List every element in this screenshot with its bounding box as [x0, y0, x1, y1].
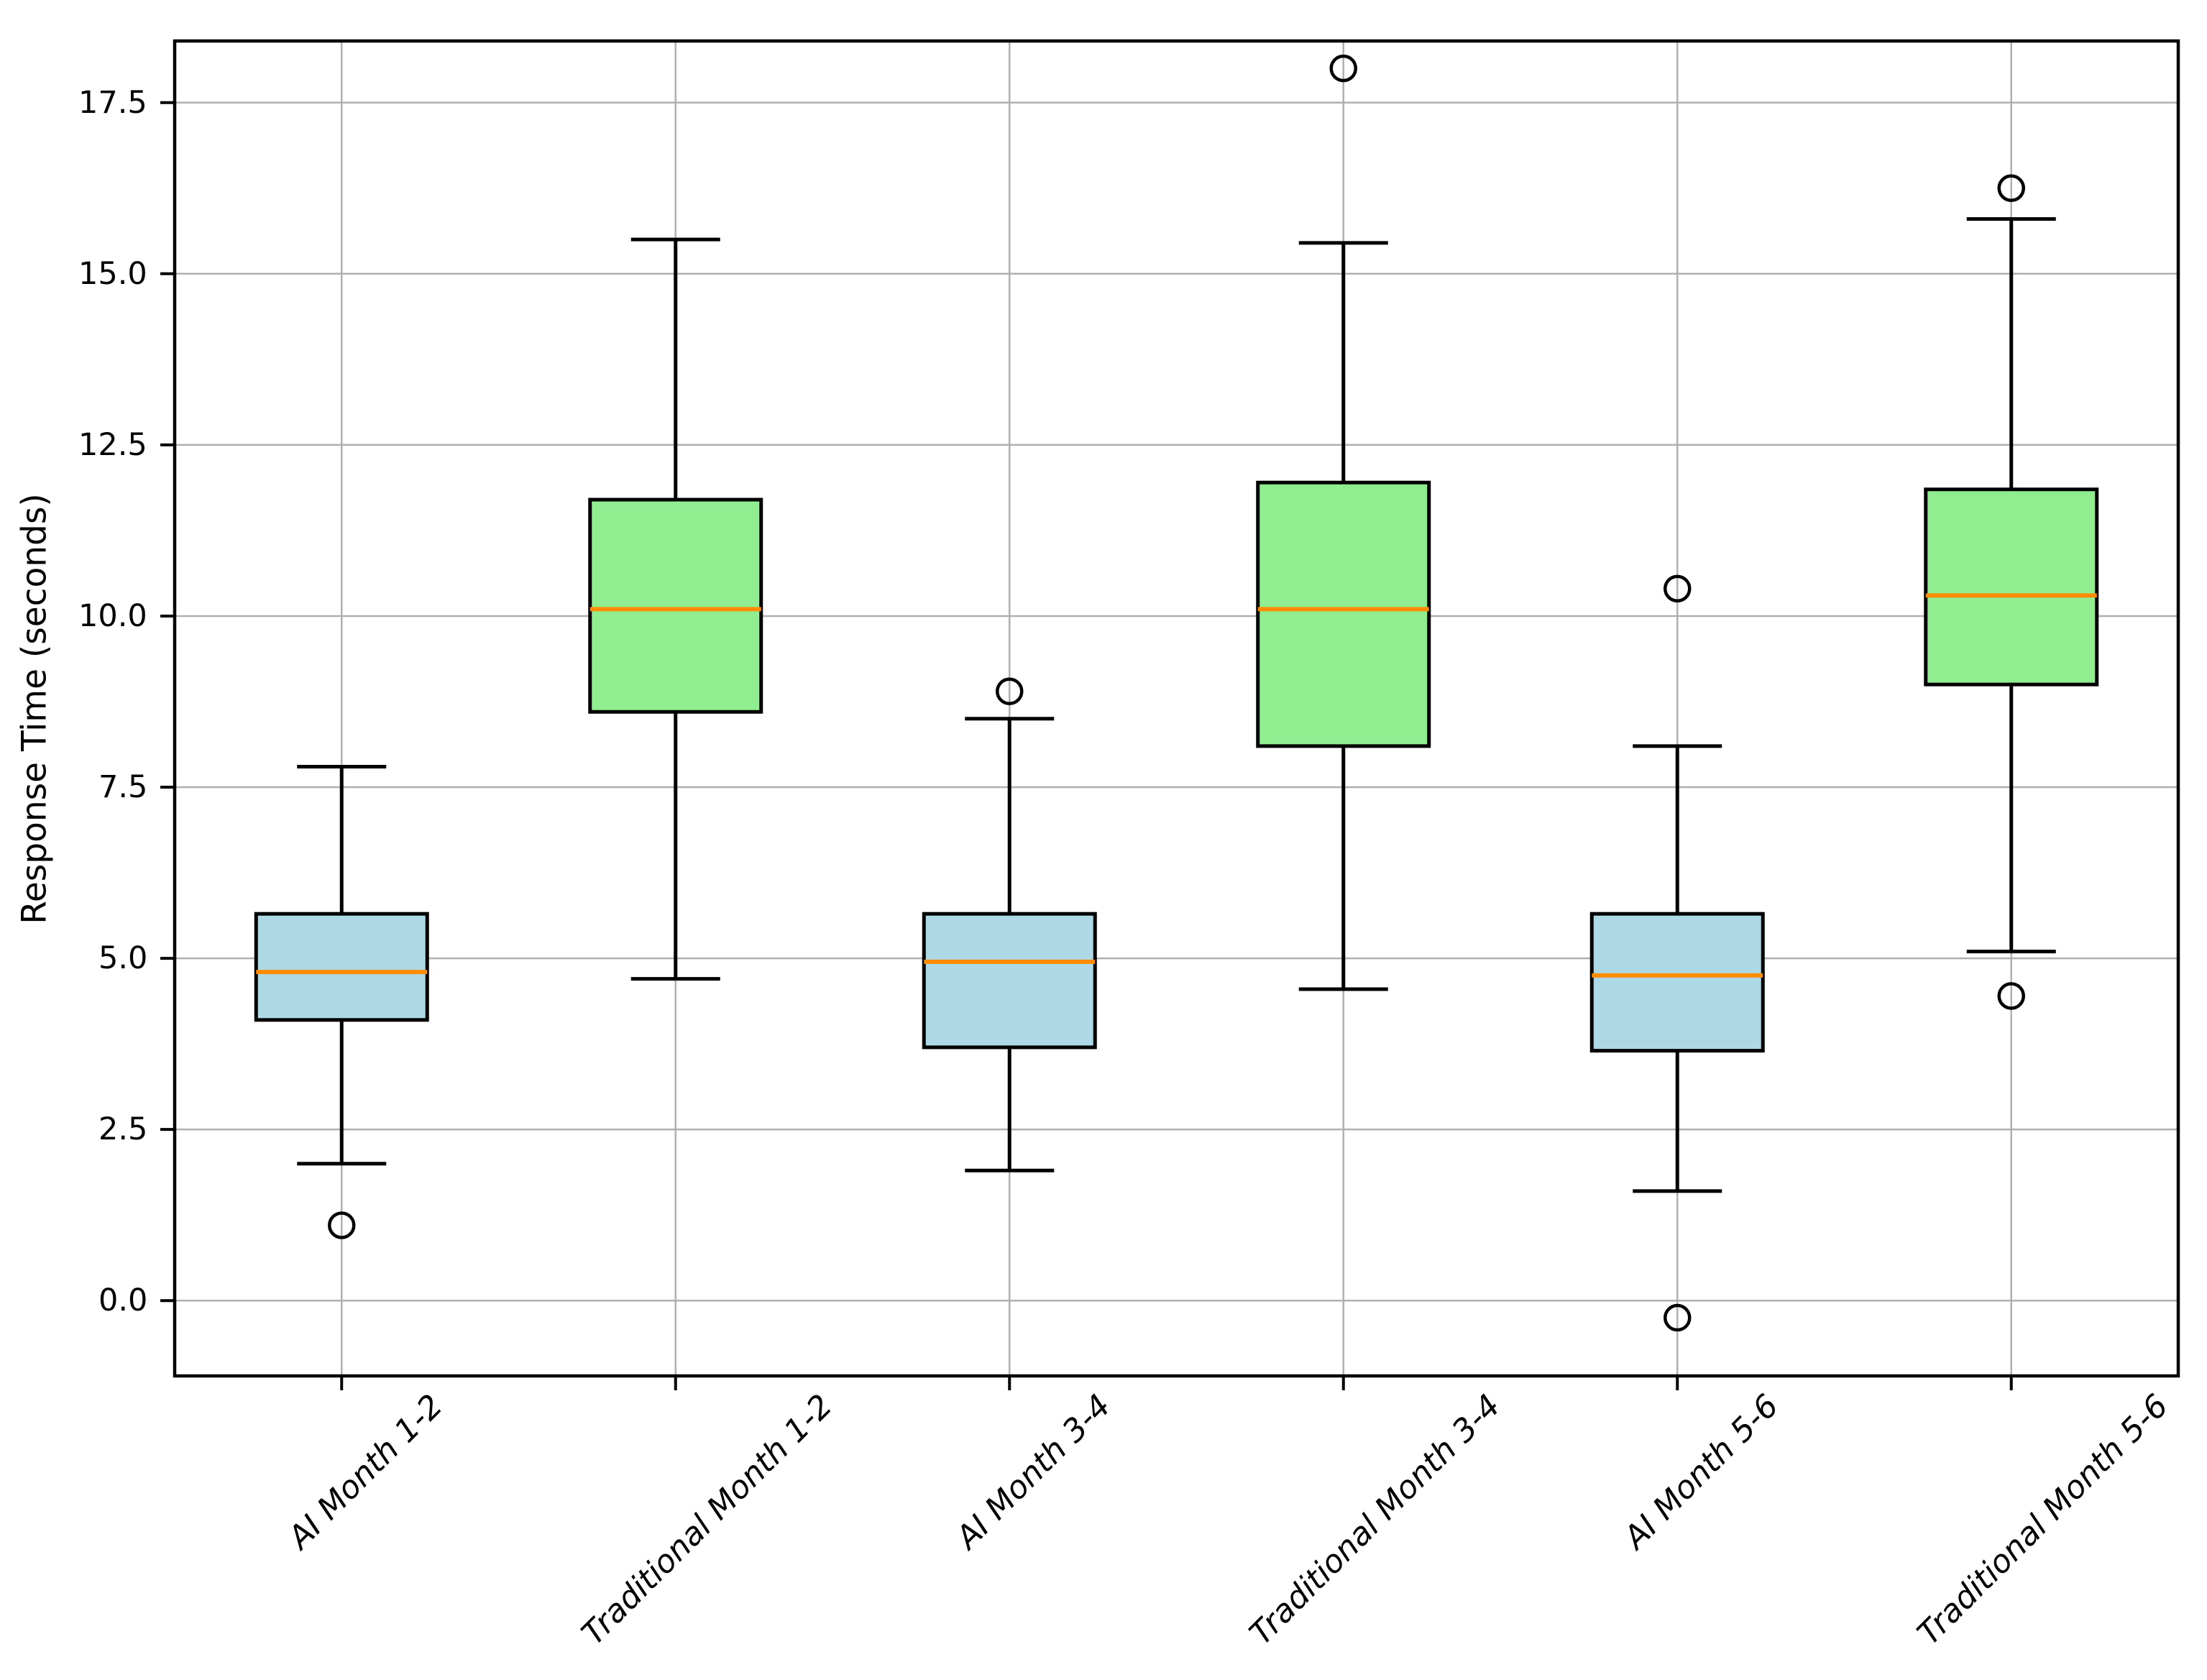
y-tick-label: 15.0	[78, 255, 147, 292]
outlier-marker	[1329, 54, 1357, 83]
y-axis-label: Response Time (seconds)	[14, 492, 55, 924]
outlier-marker	[1997, 174, 2025, 202]
outlier-marker	[1664, 574, 1692, 603]
x-category-label: Traditional Month 5-6	[1911, 1387, 2176, 1653]
box-rect	[1256, 480, 1431, 748]
x-category-label: Traditional Month 1-2	[575, 1387, 840, 1653]
y-tick-label: 7.5	[98, 769, 148, 805]
y-tick-label: 5.0	[98, 940, 148, 977]
x-category-label: Traditional Month 3-4	[1243, 1387, 1508, 1653]
outlier-marker	[1997, 982, 2025, 1010]
box-rect	[1924, 487, 2099, 687]
box-rect	[254, 912, 429, 1022]
box-rect	[1589, 912, 1765, 1053]
box-rect	[588, 497, 763, 714]
outlier-marker	[1664, 1303, 1692, 1332]
box-rect	[922, 912, 1097, 1050]
y-tick-label: 2.5	[98, 1111, 148, 1148]
plot-frame	[173, 39, 2180, 1378]
x-category-label: AI Month 3-4	[949, 1387, 1119, 1556]
outlier-marker	[996, 677, 1024, 705]
x-category-label: AI Month 5-6	[1617, 1387, 1786, 1556]
x-category-label: AI Month 1-2	[281, 1387, 451, 1556]
outlier-marker	[328, 1211, 356, 1239]
y-tick-label: 0.0	[98, 1282, 148, 1319]
y-tick-label: 17.5	[78, 84, 147, 121]
y-tick-label: 10.0	[78, 597, 147, 634]
y-tick-label: 12.5	[78, 426, 147, 463]
